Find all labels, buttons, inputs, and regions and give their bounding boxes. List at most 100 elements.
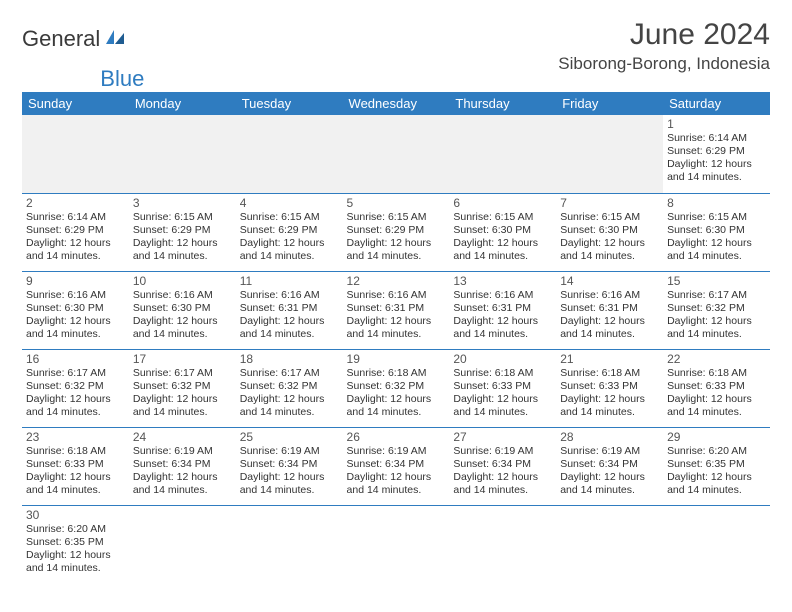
brand-logo: General [22, 18, 128, 52]
calendar-cell: 25Sunrise: 6:19 AMSunset: 6:34 PMDayligh… [236, 427, 343, 505]
day-number: 6 [453, 196, 552, 210]
calendar-cell: 15Sunrise: 6:17 AMSunset: 6:32 PMDayligh… [663, 271, 770, 349]
day-info: Sunrise: 6:16 AMSunset: 6:31 PMDaylight:… [240, 289, 339, 342]
day-info: Sunrise: 6:18 AMSunset: 6:33 PMDaylight:… [453, 367, 552, 420]
calendar-cell [22, 115, 129, 193]
calendar-cell: 5Sunrise: 6:15 AMSunset: 6:29 PMDaylight… [343, 193, 450, 271]
calendar-cell [556, 505, 663, 583]
calendar-cell: 12Sunrise: 6:16 AMSunset: 6:31 PMDayligh… [343, 271, 450, 349]
calendar-cell: 24Sunrise: 6:19 AMSunset: 6:34 PMDayligh… [129, 427, 236, 505]
day-info: Sunrise: 6:16 AMSunset: 6:31 PMDaylight:… [347, 289, 446, 342]
brand-part1: General [22, 26, 100, 52]
day-number: 24 [133, 430, 232, 444]
sail-icon [104, 26, 126, 52]
day-info: Sunrise: 6:19 AMSunset: 6:34 PMDaylight:… [347, 445, 446, 498]
day-number: 20 [453, 352, 552, 366]
calendar-cell: 28Sunrise: 6:19 AMSunset: 6:34 PMDayligh… [556, 427, 663, 505]
day-number: 3 [133, 196, 232, 210]
calendar-cell: 10Sunrise: 6:16 AMSunset: 6:30 PMDayligh… [129, 271, 236, 349]
day-info: Sunrise: 6:15 AMSunset: 6:29 PMDaylight:… [347, 211, 446, 264]
calendar-cell: 2Sunrise: 6:14 AMSunset: 6:29 PMDaylight… [22, 193, 129, 271]
calendar-cell: 23Sunrise: 6:18 AMSunset: 6:33 PMDayligh… [22, 427, 129, 505]
day-number: 19 [347, 352, 446, 366]
calendar-cell: 22Sunrise: 6:18 AMSunset: 6:33 PMDayligh… [663, 349, 770, 427]
day-info: Sunrise: 6:19 AMSunset: 6:34 PMDaylight:… [240, 445, 339, 498]
calendar-cell: 20Sunrise: 6:18 AMSunset: 6:33 PMDayligh… [449, 349, 556, 427]
calendar-cell [343, 505, 450, 583]
weekday-header: Sunday [22, 92, 129, 115]
calendar-cell: 14Sunrise: 6:16 AMSunset: 6:31 PMDayligh… [556, 271, 663, 349]
calendar-cell: 11Sunrise: 6:16 AMSunset: 6:31 PMDayligh… [236, 271, 343, 349]
day-info: Sunrise: 6:17 AMSunset: 6:32 PMDaylight:… [240, 367, 339, 420]
day-info: Sunrise: 6:14 AMSunset: 6:29 PMDaylight:… [26, 211, 125, 264]
day-info: Sunrise: 6:15 AMSunset: 6:29 PMDaylight:… [240, 211, 339, 264]
calendar-cell: 21Sunrise: 6:18 AMSunset: 6:33 PMDayligh… [556, 349, 663, 427]
day-number: 7 [560, 196, 659, 210]
calendar-cell [129, 115, 236, 193]
day-number: 14 [560, 274, 659, 288]
calendar-table: SundayMondayTuesdayWednesdayThursdayFrid… [22, 92, 770, 583]
weekday-header: Wednesday [343, 92, 450, 115]
calendar-cell [129, 505, 236, 583]
calendar-cell: 18Sunrise: 6:17 AMSunset: 6:32 PMDayligh… [236, 349, 343, 427]
day-info: Sunrise: 6:18 AMSunset: 6:33 PMDaylight:… [667, 367, 766, 420]
day-number: 1 [667, 117, 766, 131]
day-number: 13 [453, 274, 552, 288]
day-info: Sunrise: 6:15 AMSunset: 6:30 PMDaylight:… [560, 211, 659, 264]
day-number: 26 [347, 430, 446, 444]
day-info: Sunrise: 6:14 AMSunset: 6:29 PMDaylight:… [667, 132, 766, 185]
weekday-header: Thursday [449, 92, 556, 115]
day-number: 8 [667, 196, 766, 210]
day-number: 22 [667, 352, 766, 366]
calendar-cell: 3Sunrise: 6:15 AMSunset: 6:29 PMDaylight… [129, 193, 236, 271]
calendar-cell: 27Sunrise: 6:19 AMSunset: 6:34 PMDayligh… [449, 427, 556, 505]
day-number: 2 [26, 196, 125, 210]
day-info: Sunrise: 6:18 AMSunset: 6:33 PMDaylight:… [560, 367, 659, 420]
day-info: Sunrise: 6:15 AMSunset: 6:30 PMDaylight:… [453, 211, 552, 264]
day-info: Sunrise: 6:20 AMSunset: 6:35 PMDaylight:… [26, 523, 125, 576]
brand-part2: Blue [100, 66, 144, 91]
calendar-cell [449, 115, 556, 193]
day-number: 18 [240, 352, 339, 366]
day-number: 4 [240, 196, 339, 210]
calendar-cell: 13Sunrise: 6:16 AMSunset: 6:31 PMDayligh… [449, 271, 556, 349]
calendar-cell [449, 505, 556, 583]
calendar-cell: 7Sunrise: 6:15 AMSunset: 6:30 PMDaylight… [556, 193, 663, 271]
calendar-cell: 1Sunrise: 6:14 AMSunset: 6:29 PMDaylight… [663, 115, 770, 193]
day-number: 25 [240, 430, 339, 444]
day-info: Sunrise: 6:15 AMSunset: 6:29 PMDaylight:… [133, 211, 232, 264]
calendar-cell [663, 505, 770, 583]
day-info: Sunrise: 6:20 AMSunset: 6:35 PMDaylight:… [667, 445, 766, 498]
day-info: Sunrise: 6:16 AMSunset: 6:30 PMDaylight:… [26, 289, 125, 342]
calendar-cell [236, 505, 343, 583]
day-info: Sunrise: 6:19 AMSunset: 6:34 PMDaylight:… [133, 445, 232, 498]
calendar-cell [343, 115, 450, 193]
day-number: 21 [560, 352, 659, 366]
day-info: Sunrise: 6:19 AMSunset: 6:34 PMDaylight:… [453, 445, 552, 498]
calendar-cell: 29Sunrise: 6:20 AMSunset: 6:35 PMDayligh… [663, 427, 770, 505]
calendar-cell: 19Sunrise: 6:18 AMSunset: 6:32 PMDayligh… [343, 349, 450, 427]
day-info: Sunrise: 6:15 AMSunset: 6:30 PMDaylight:… [667, 211, 766, 264]
day-info: Sunrise: 6:16 AMSunset: 6:30 PMDaylight:… [133, 289, 232, 342]
day-number: 12 [347, 274, 446, 288]
day-info: Sunrise: 6:19 AMSunset: 6:34 PMDaylight:… [560, 445, 659, 498]
calendar-body: 1Sunrise: 6:14 AMSunset: 6:29 PMDaylight… [22, 115, 770, 583]
day-number: 5 [347, 196, 446, 210]
day-info: Sunrise: 6:17 AMSunset: 6:32 PMDaylight:… [667, 289, 766, 342]
day-number: 11 [240, 274, 339, 288]
day-number: 23 [26, 430, 125, 444]
calendar-cell: 9Sunrise: 6:16 AMSunset: 6:30 PMDaylight… [22, 271, 129, 349]
calendar-cell [236, 115, 343, 193]
brand-part2-wrap: GeneralBlue [22, 66, 770, 92]
day-number: 28 [560, 430, 659, 444]
day-info: Sunrise: 6:16 AMSunset: 6:31 PMDaylight:… [560, 289, 659, 342]
calendar-cell [556, 115, 663, 193]
day-info: Sunrise: 6:18 AMSunset: 6:33 PMDaylight:… [26, 445, 125, 498]
weekday-header: Saturday [663, 92, 770, 115]
day-info: Sunrise: 6:16 AMSunset: 6:31 PMDaylight:… [453, 289, 552, 342]
day-number: 9 [26, 274, 125, 288]
weekday-header: Tuesday [236, 92, 343, 115]
day-number: 29 [667, 430, 766, 444]
day-info: Sunrise: 6:18 AMSunset: 6:32 PMDaylight:… [347, 367, 446, 420]
weekday-header: Monday [129, 92, 236, 115]
